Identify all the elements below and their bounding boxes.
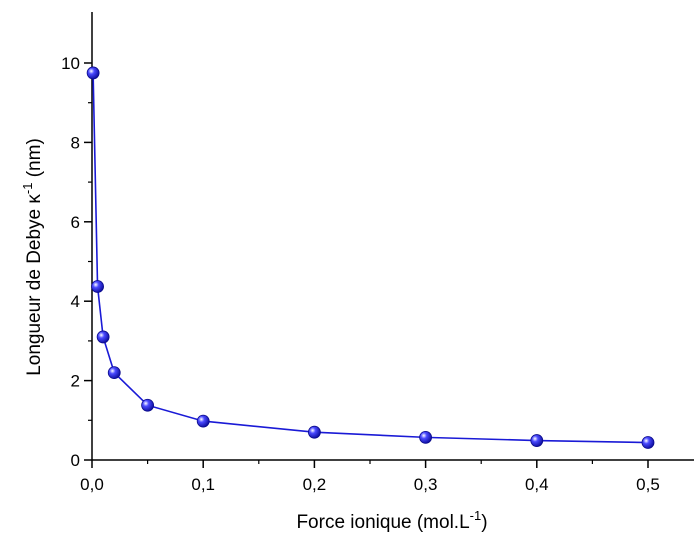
y-tick-label: 2 [71, 372, 80, 391]
x-tick-label: 0,3 [414, 475, 438, 494]
data-point [96, 330, 110, 344]
x-tick-label: 0,5 [636, 475, 660, 494]
y-axis-title: Longueur de Debye κ-1 (nm) [20, 138, 45, 376]
y-tick-label: 10 [61, 54, 80, 73]
y-tick-label: 4 [71, 292, 80, 311]
series-line [92, 72, 649, 444]
y-tick-label: 8 [71, 133, 80, 152]
data-point [419, 430, 433, 444]
y-tick-label: 0 [71, 451, 80, 470]
data-point [307, 425, 321, 439]
data-point [91, 280, 104, 293]
data-point [196, 414, 210, 428]
data-point [530, 434, 544, 447]
x-tick-label: 0,0 [80, 475, 104, 494]
x-tick-label: 0,1 [191, 475, 215, 494]
x-tick-label: 0,2 [303, 475, 327, 494]
x-axis-title: Force ionique (mol.L-1) [296, 508, 487, 533]
x-tick-label: 0,4 [525, 475, 549, 494]
data-point [86, 66, 100, 80]
data-point [107, 366, 121, 380]
data-point [141, 398, 155, 412]
data-point [641, 436, 655, 449]
y-tick-label: 6 [71, 213, 80, 232]
